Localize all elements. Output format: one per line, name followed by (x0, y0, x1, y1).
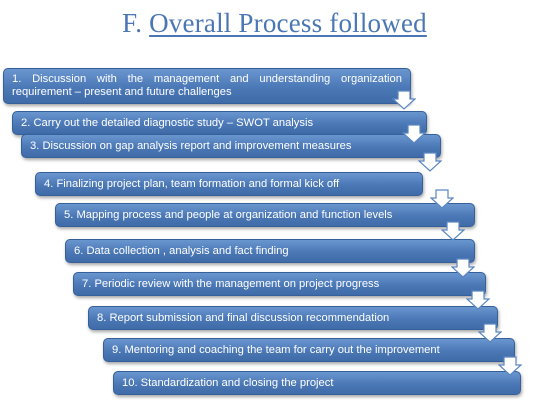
step-6: 6. Data collection , analysis and fact f… (65, 239, 475, 263)
step-7: 7. Periodic review with the management o… (73, 272, 486, 296)
step-2: 2. Carry out the detailed diagnostic stu… (12, 111, 427, 135)
step-9-label: 9. Mentoring and coaching the team for c… (112, 344, 440, 356)
title-prefix: F. (122, 8, 143, 38)
step-3-label: 3. Discussion on gap analysis report and… (30, 140, 352, 152)
down-arrow-icon (441, 221, 465, 241)
step-8: 8. Report submission and final discussio… (88, 306, 498, 330)
step-9: 9. Mentoring and coaching the team for c… (103, 338, 515, 362)
down-arrow-icon (451, 258, 475, 278)
step-2-label: 2. Carry out the detailed diagnostic stu… (21, 117, 314, 129)
step-5-label: 5. Mapping process and people at organiz… (64, 209, 393, 221)
step-4: 4. Finalizing project plan, team formati… (35, 172, 423, 196)
down-arrow-icon (498, 356, 522, 376)
step-1-line2: requirement – present and future challen… (12, 86, 232, 98)
step-6-label: 6. Data collection , analysis and fact f… (74, 245, 289, 257)
down-arrow-icon (478, 323, 502, 343)
down-arrow-icon (466, 290, 490, 310)
page-title: F. Overall Process followed (0, 8, 549, 39)
down-arrow-icon (418, 152, 442, 172)
title-text: Overall Process followed (149, 8, 427, 38)
step-10: 10. Standardization and closing the proj… (113, 371, 521, 395)
step-5: 5. Mapping process and people at organiz… (55, 203, 475, 227)
step-1-line1: 1. Discussion with the management and un… (12, 73, 402, 85)
step-1: 1. Discussion with the management and un… (3, 68, 411, 104)
step-10-label: 10. Standardization and closing the proj… (122, 377, 334, 389)
down-arrow-icon (392, 90, 416, 110)
step-7-label: 7. Periodic review with the management o… (82, 278, 380, 290)
down-arrow-icon (402, 124, 426, 144)
down-arrow-icon (430, 189, 454, 209)
step-3: 3. Discussion on gap analysis report and… (21, 134, 441, 158)
step-4-label: 4. Finalizing project plan, team formati… (44, 178, 340, 190)
step-8-label: 8. Report submission and final discussio… (97, 312, 390, 324)
